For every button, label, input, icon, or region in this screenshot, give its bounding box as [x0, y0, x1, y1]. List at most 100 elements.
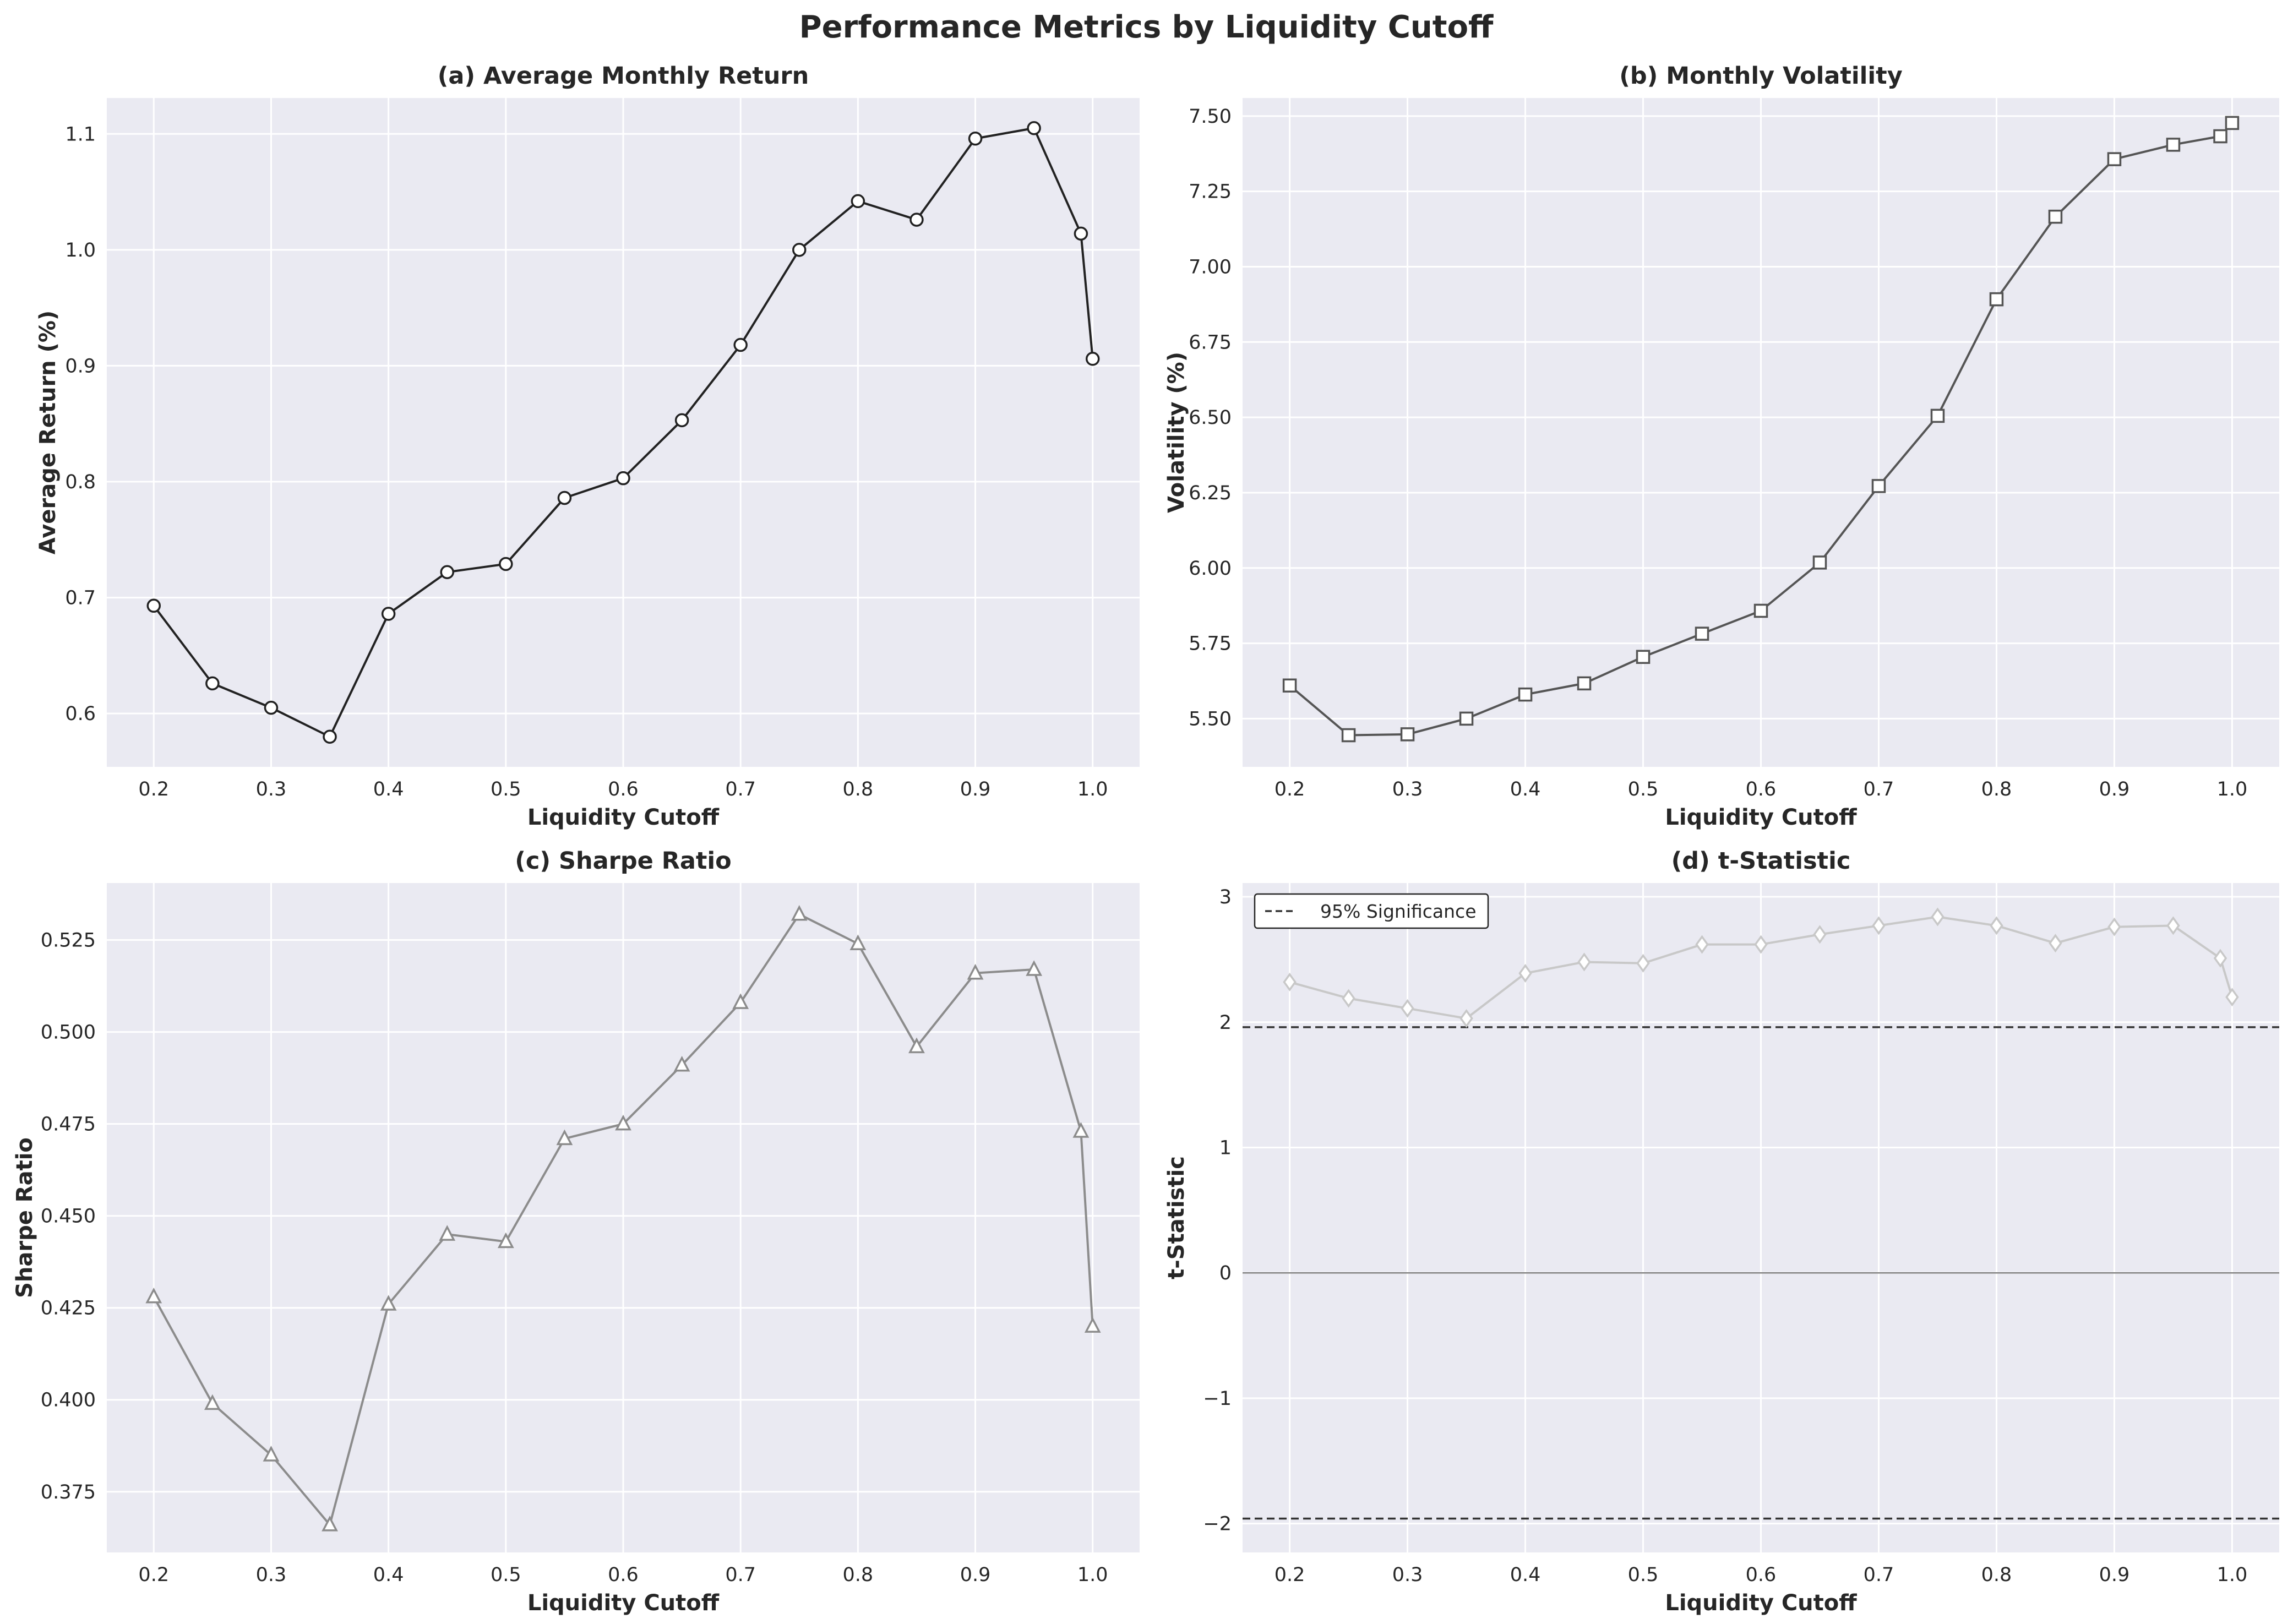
- y-axis-label-a: Average Return (%): [35, 310, 61, 554]
- x-tick-labels-c: 0.2 0.3 0.4 0.5 0.6 0.7 0.8 0.9 1.0: [138, 1564, 1108, 1586]
- x-tick-label: 0.4: [1510, 778, 1541, 800]
- data-point-marker: [1930, 408, 1945, 423]
- data-point-marker: [1518, 963, 1532, 983]
- data-point-marker: [1872, 916, 1886, 935]
- data-point-marker: [791, 905, 808, 921]
- data-point-marker: [499, 557, 513, 571]
- x-axis-label-b: Liquidity Cutoff: [1665, 805, 1857, 830]
- y-tick-label: 5.50: [1189, 708, 1232, 730]
- x-tick-label: 0.4: [1510, 1564, 1541, 1586]
- data-point-marker: [616, 471, 630, 486]
- x-tick-label: 0.3: [256, 1564, 287, 1586]
- y-tick-label: 0.450: [41, 1206, 96, 1228]
- reference-lines-d: [1243, 1026, 2279, 1520]
- y-tick-label: 0.525: [41, 930, 96, 952]
- y-tick-label: 7.50: [1189, 106, 1232, 128]
- x-tick-label: 0.2: [1275, 778, 1305, 800]
- data-point-marker: [1459, 711, 1474, 726]
- grid-c: [107, 883, 1140, 1552]
- data-point-marker: [440, 565, 454, 579]
- data-point-marker: [1871, 479, 1886, 493]
- data-point-marker: [2166, 138, 2181, 152]
- panel-title-a: (a) Average Monthly Return: [438, 62, 809, 90]
- data-point-marker: [146, 598, 161, 613]
- x-tick-label: 0.5: [1628, 1564, 1659, 1586]
- data-point-marker: [205, 676, 220, 691]
- data-point-marker: [1282, 678, 1297, 693]
- figure-title: Performance Metrics by Liquidity Cutoff: [799, 9, 1494, 45]
- data-point-marker: [1636, 650, 1651, 664]
- x-tick-label: 0.3: [1392, 1564, 1423, 1586]
- data-point-marker: [2048, 209, 2063, 224]
- data-point-marker: [1636, 953, 1650, 973]
- panel-d: 0.2 0.3 0.4 0.5 0.6 0.7 0.8 0.9 1.0 −2 −1 0 1 2 3 (d)…: [1164, 847, 2279, 1616]
- y-tick-label: −2: [1203, 1513, 1232, 1535]
- x-tick-label: 0.3: [1392, 778, 1423, 800]
- data-point-marker: [1085, 352, 1100, 366]
- data-point-marker: [145, 1287, 162, 1304]
- y-tick-label: 1: [1219, 1137, 1232, 1159]
- y-tick-label: 1.1: [65, 123, 96, 145]
- data-point-marker: [733, 337, 748, 352]
- data-point-marker: [1754, 935, 1768, 954]
- data-point-marker: [380, 1295, 397, 1311]
- x-axis-label-d: Liquidity Cutoff: [1665, 1590, 1857, 1616]
- data-point-marker: [2049, 934, 2062, 953]
- data-point-marker: [967, 963, 984, 980]
- y-tick-label: 7.00: [1189, 256, 1232, 278]
- y-tick-label: 0.6: [65, 703, 96, 725]
- series-c: [145, 905, 1101, 1532]
- data-point-marker: [1084, 1317, 1101, 1333]
- series-a: [146, 121, 1100, 744]
- x-tick-label: 0.7: [1864, 778, 1894, 800]
- x-tick-label: 0.9: [2099, 1564, 2130, 1586]
- x-axis-label-c: Liquidity Cutoff: [527, 1590, 720, 1616]
- data-point-marker: [909, 212, 924, 227]
- x-tick-label: 0.8: [1981, 778, 2012, 800]
- data-point-marker: [1341, 728, 1356, 743]
- data-point-marker: [1812, 555, 1827, 570]
- y-tick-label: 0.8: [65, 471, 96, 493]
- data-point-marker: [2225, 116, 2240, 130]
- data-point-marker: [2107, 152, 2122, 166]
- data-point-marker: [1518, 687, 1533, 702]
- data-point-marker: [1695, 626, 1709, 641]
- x-tick-label: 0.6: [608, 1564, 639, 1586]
- data-point-marker: [732, 993, 749, 1009]
- x-tick-label: 0.8: [1981, 1564, 2012, 1586]
- data-point-marker: [264, 700, 279, 715]
- y-tick-labels-a: 0.6 0.7 0.8 0.9 1.0 1.1: [65, 123, 96, 725]
- series-b: [1282, 116, 2240, 743]
- x-tick-label: 0.6: [1746, 778, 1777, 800]
- data-point-marker: [1931, 907, 1945, 927]
- data-point-marker: [1027, 121, 1041, 135]
- series-line: [1289, 915, 2234, 1020]
- x-tick-label: 0.5: [491, 1564, 521, 1586]
- grid-b: [1243, 98, 2279, 767]
- x-tick-label: 0.2: [138, 1564, 169, 1586]
- x-tick-label: 0.9: [2099, 778, 2130, 800]
- y-tick-label: 0.400: [41, 1389, 96, 1412]
- data-point-marker: [908, 1037, 925, 1054]
- x-tick-label: 0.4: [373, 778, 404, 800]
- data-point-marker: [323, 729, 337, 744]
- data-point-marker: [1026, 960, 1043, 976]
- y-tick-label: 2: [1219, 1012, 1232, 1034]
- series-d: [1283, 907, 2239, 1028]
- data-point-marker: [1283, 972, 1297, 991]
- x-tick-label: 0.8: [843, 778, 874, 800]
- x-tick-label: 0.7: [725, 1564, 756, 1586]
- data-point-marker: [322, 1516, 338, 1532]
- data-point-marker: [673, 1055, 690, 1072]
- x-tick-label: 0.7: [725, 778, 756, 800]
- x-axis-label-a: Liquidity Cutoff: [527, 805, 720, 830]
- data-point-marker: [2213, 949, 2227, 968]
- data-point-marker: [497, 1232, 514, 1249]
- y-tick-label: 7.25: [1189, 181, 1232, 203]
- data-point-marker: [1342, 989, 1355, 1008]
- x-tick-label: 0.4: [373, 1564, 404, 1586]
- data-point-marker: [1695, 935, 1709, 954]
- data-point-marker: [1990, 916, 2003, 935]
- x-tick-label: 1.0: [2217, 778, 2248, 800]
- x-tick-labels-b: 0.2 0.3 0.4 0.5 0.6 0.7 0.8 0.9 1.0: [1275, 778, 2247, 800]
